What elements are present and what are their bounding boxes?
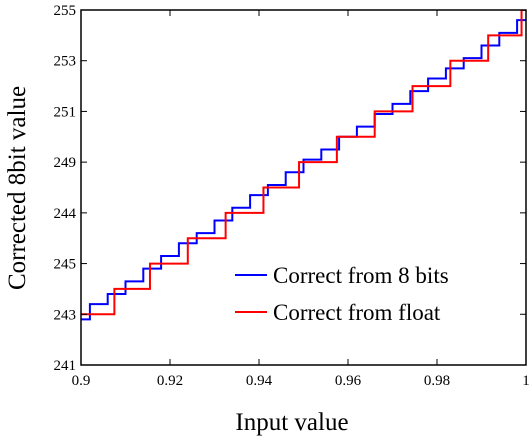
y-tick-label: 249 bbox=[54, 155, 77, 171]
x-tick-label: 1 bbox=[522, 373, 530, 389]
y-tick-label: 244 bbox=[54, 206, 77, 222]
x-tick-label: 0.96 bbox=[335, 373, 362, 389]
series-layer bbox=[81, 10, 526, 321]
y-tick-label: 241 bbox=[54, 358, 77, 374]
y-axis-label: Corrected 8bit value bbox=[4, 86, 31, 290]
y-tick-label: 245 bbox=[54, 257, 77, 273]
x-tick-label: 0.98 bbox=[424, 373, 450, 389]
legend-label: Correct from 8 bits bbox=[273, 263, 449, 288]
legend: Correct from 8 bits Correct from float bbox=[235, 263, 449, 325]
x-tick-label: 0.92 bbox=[157, 373, 183, 389]
y-tick-label: 251 bbox=[54, 104, 77, 120]
x-tick-label: 0.94 bbox=[246, 373, 273, 389]
y-tick-label: 243 bbox=[54, 307, 77, 323]
legend-label: Correct from float bbox=[273, 300, 441, 325]
plot-frame bbox=[80, 9, 527, 366]
x-tick-label: 0.9 bbox=[72, 373, 91, 389]
x-axis-label: Input value bbox=[235, 409, 348, 436]
y-tick-label: 253 bbox=[54, 54, 77, 70]
tick-layer: 0.9 0.92 0.94 0.96 0.98 1 241 243 245 244 249 251 25… bbox=[54, 3, 530, 389]
series-line-1 bbox=[81, 19, 526, 321]
y-tick-label: 255 bbox=[54, 3, 77, 19]
series-line-2 bbox=[81, 10, 526, 316]
